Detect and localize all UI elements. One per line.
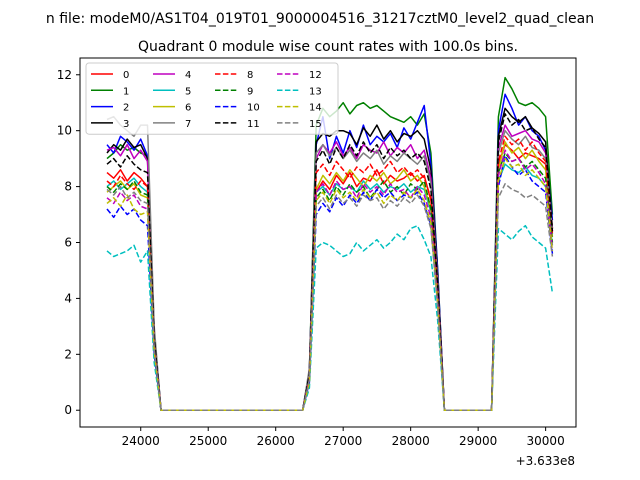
y-tick-label: 12	[57, 68, 72, 82]
y-tick-label: 4	[64, 291, 72, 305]
legend-label-7: 7	[185, 119, 191, 130]
legend-label-12: 12	[309, 70, 322, 81]
legend-label-9: 9	[247, 86, 253, 97]
legend-label-1: 1	[123, 86, 129, 97]
y-tick-label: 10	[57, 124, 72, 138]
legend-label-10: 10	[247, 103, 260, 114]
y-tick-label: 2	[64, 347, 72, 361]
legend-label-11: 11	[247, 119, 260, 130]
series-line-7	[106, 115, 554, 411]
legend-label-8: 8	[247, 70, 253, 81]
y-tick-label: 8	[64, 180, 72, 194]
series-line-12	[106, 149, 554, 411]
series-line-2	[106, 93, 554, 411]
legend-label-5: 5	[185, 86, 191, 97]
series-line-6	[106, 141, 554, 411]
series-line-13	[106, 224, 554, 411]
legend-label-15: 15	[309, 119, 322, 130]
series-line-4	[106, 124, 554, 411]
legend-label-13: 13	[309, 86, 322, 97]
legend-label-3: 3	[123, 119, 129, 130]
x-tick-label: 25000	[189, 434, 227, 448]
legend-label-14: 14	[309, 103, 322, 114]
x-tick-label: 26000	[257, 434, 295, 448]
series-line-14	[106, 157, 554, 411]
series-line-8	[106, 135, 554, 411]
series-line-5	[106, 163, 554, 411]
x-tick-label: 24000	[122, 434, 160, 448]
x-tick-label: 30000	[527, 434, 565, 448]
legend-label-0: 0	[123, 70, 129, 81]
legend-label-6: 6	[185, 103, 191, 114]
chart-suptitle: n file: modeM0/AS1T04_019T01_9000004516_…	[46, 11, 594, 27]
y-tick-label: 0	[64, 403, 72, 417]
legend-box	[85, 62, 339, 135]
y-tick-label: 6	[64, 236, 72, 250]
series-line-15	[106, 183, 554, 411]
legend-label-4: 4	[185, 70, 191, 81]
x-tick-label: 29000	[459, 434, 497, 448]
x-tick-label: 27000	[324, 434, 362, 448]
series-line-9	[106, 152, 554, 411]
legend-label-2: 2	[123, 103, 129, 114]
x-offset-label: +3.633e8	[516, 454, 575, 468]
x-tick-label: 28000	[392, 434, 430, 448]
chart-title: Quadrant 0 module wise count rates with …	[138, 39, 518, 55]
